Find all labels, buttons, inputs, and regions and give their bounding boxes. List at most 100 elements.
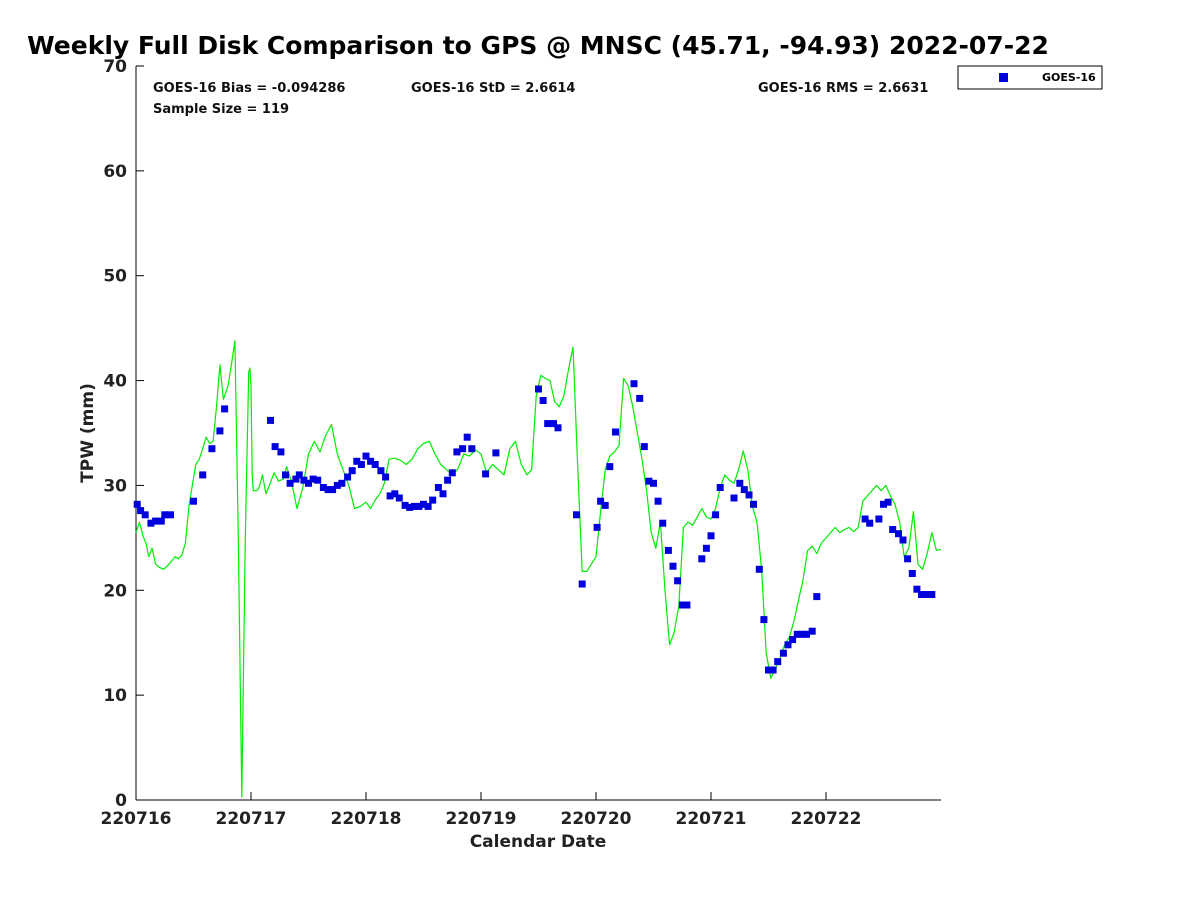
goes16-point bbox=[875, 515, 883, 523]
goes16-point bbox=[578, 580, 586, 588]
goes16-point bbox=[133, 500, 141, 508]
legend-box bbox=[957, 65, 1103, 90]
goes16-point bbox=[544, 420, 552, 428]
legend-label-goes16: GOES-16 bbox=[1042, 71, 1096, 84]
goes16-point bbox=[712, 511, 720, 519]
goes16-point bbox=[918, 591, 925, 598]
goes16-point bbox=[889, 526, 897, 533]
goes16-point bbox=[550, 420, 557, 428]
goes16-point bbox=[444, 476, 452, 484]
y-axis-label: TPW (mm) bbox=[78, 383, 98, 483]
goes16-point bbox=[482, 470, 490, 478]
goes16-point bbox=[357, 461, 365, 468]
goes16-point bbox=[899, 536, 907, 544]
y-tick-label: 70 bbox=[103, 57, 127, 77]
goes16-point bbox=[730, 494, 738, 502]
goes16-point bbox=[282, 471, 289, 479]
y-tick-label: 60 bbox=[103, 162, 127, 182]
goes16-point bbox=[779, 649, 787, 657]
rms-stat: GOES-16 RMS = 2.6631 bbox=[758, 81, 928, 96]
goes16-point bbox=[492, 449, 500, 457]
goes16-point bbox=[338, 479, 346, 487]
goes16-point bbox=[736, 479, 744, 487]
goes16-point bbox=[141, 511, 149, 519]
goes16-point bbox=[382, 473, 390, 481]
x-tick-label: 220716 bbox=[101, 809, 172, 829]
goes16-point bbox=[678, 601, 686, 609]
goes16-point bbox=[573, 511, 580, 519]
goes16-point bbox=[669, 562, 677, 570]
goes16-point bbox=[167, 511, 174, 519]
goes16-point bbox=[305, 479, 312, 487]
goes16-point bbox=[798, 630, 806, 638]
goes16-point bbox=[636, 394, 644, 402]
goes16-point bbox=[884, 498, 892, 506]
goes16-point bbox=[755, 565, 763, 573]
goes16-point bbox=[395, 494, 403, 502]
y-tick-label: 30 bbox=[103, 476, 127, 496]
goes16-point bbox=[593, 523, 601, 531]
goes16-point bbox=[362, 452, 370, 460]
goes16-point bbox=[329, 486, 337, 494]
x-tick-label: 220719 bbox=[446, 809, 517, 829]
goes16-point bbox=[463, 433, 471, 441]
gps-series-line bbox=[135, 340, 942, 798]
goes16-point bbox=[459, 445, 467, 453]
goes16-point bbox=[367, 457, 375, 465]
goes16-point bbox=[606, 463, 614, 471]
goes16-point bbox=[221, 405, 229, 413]
goes16-point bbox=[137, 507, 145, 515]
goes16-point bbox=[344, 473, 352, 481]
goes16-point bbox=[683, 601, 691, 609]
goes16-point bbox=[348, 467, 356, 475]
goes16-point bbox=[216, 427, 224, 435]
goes16-point bbox=[391, 490, 399, 498]
goes16-point bbox=[453, 448, 461, 456]
y-tick-label: 40 bbox=[103, 372, 127, 392]
goes16-point bbox=[300, 476, 308, 484]
goes16-point bbox=[904, 555, 912, 563]
goes16-point bbox=[401, 501, 409, 509]
goes16-point bbox=[424, 502, 432, 510]
x-tick-label: 220720 bbox=[561, 809, 632, 829]
goes16-point bbox=[554, 424, 562, 432]
legend-marker-goes16 bbox=[999, 73, 1008, 82]
goes16-point bbox=[448, 469, 456, 477]
goes16-point bbox=[664, 546, 672, 554]
goes16-point bbox=[698, 555, 706, 563]
goes16-point bbox=[880, 500, 887, 508]
goes16-point bbox=[654, 497, 662, 505]
goes16-point bbox=[702, 544, 710, 552]
goes16-point bbox=[769, 666, 777, 674]
goes16-point bbox=[630, 380, 638, 388]
goes16-point bbox=[161, 511, 169, 519]
goes16-point bbox=[640, 443, 648, 451]
legend: GOES-16 bbox=[957, 65, 1103, 90]
goes16-point bbox=[386, 492, 394, 500]
goes16-point bbox=[190, 497, 197, 505]
goes16-point bbox=[309, 475, 317, 483]
y-tick-label: 0 bbox=[115, 791, 127, 811]
goes16-point bbox=[793, 630, 801, 638]
goes16-point bbox=[434, 484, 442, 491]
goes16-point bbox=[765, 666, 772, 674]
goes16-point bbox=[923, 591, 931, 598]
goes16-point bbox=[333, 481, 341, 489]
goes16-point bbox=[895, 530, 902, 538]
goes16-point bbox=[539, 397, 547, 404]
goes16-point bbox=[157, 517, 165, 525]
goes16-point bbox=[319, 484, 327, 491]
x-tick-label: 220718 bbox=[331, 809, 402, 829]
y-tick-label: 20 bbox=[103, 581, 127, 601]
goes16-point bbox=[271, 443, 279, 451]
goes16-point bbox=[750, 500, 757, 508]
goes16-point bbox=[861, 515, 869, 523]
x-axis-label: Calendar Date bbox=[470, 832, 607, 852]
goes16-point bbox=[928, 591, 936, 598]
goes16-point bbox=[740, 486, 748, 494]
y-tick-label: 10 bbox=[103, 686, 127, 706]
goes16-point bbox=[277, 448, 285, 456]
goes16-point bbox=[760, 616, 768, 624]
goes16-point bbox=[645, 477, 653, 485]
